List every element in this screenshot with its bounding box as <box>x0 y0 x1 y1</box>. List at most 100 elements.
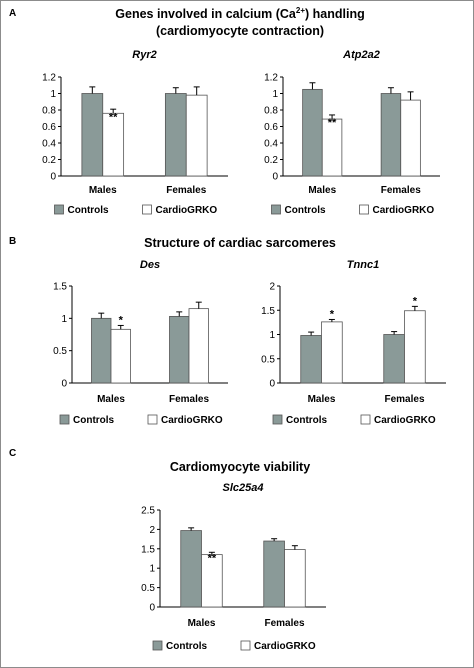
y-tick-label: 1.5 <box>53 282 67 293</box>
category-label: Males <box>97 394 125 405</box>
legend-label-cardiogrko: CardioGRKO <box>161 415 223 426</box>
category-label: Females <box>381 185 421 196</box>
y-tick-label: 1.5 <box>261 306 275 317</box>
y-tick-label: 0.6 <box>264 122 278 133</box>
legend-swatch-controls <box>271 204 281 215</box>
panel-letter-a: A <box>9 8 16 19</box>
legend-swatch-controls <box>272 414 283 425</box>
chart-title: Slc25a4 <box>223 482 264 494</box>
legend-swatch-cardiogrko <box>142 204 152 215</box>
chart-title: Des <box>140 259 160 271</box>
bar-controls-males <box>180 530 202 608</box>
bar-controls-males <box>81 93 104 177</box>
significance-marker: ** <box>109 111 118 123</box>
category-label: Females <box>169 394 209 405</box>
legend-label-cardiogrko: CardioGRKO <box>254 641 316 652</box>
chart-des: Des 0 0.5 1 1.5 * Males Females Controls CardioGR… <box>53 259 228 426</box>
y-tick-label: 0 <box>269 379 275 390</box>
bar-cardiogrko-females <box>185 94 208 177</box>
y-tick-label: 0.2 <box>264 155 278 166</box>
category-label: Males <box>308 394 336 405</box>
category-label: Females <box>264 618 304 629</box>
section-a-title-line2: (cardiomyocyte contraction) <box>156 24 324 38</box>
y-tick-label: 1.5 <box>141 544 155 555</box>
panel-letter-b: B <box>9 236 16 247</box>
bar-controls-males <box>302 88 323 177</box>
y-tick-label: 0.5 <box>141 583 155 594</box>
category-label: Males <box>188 618 216 629</box>
y-tick-label: 1 <box>149 564 155 575</box>
bar-controls-females <box>169 315 190 384</box>
bar-cardiogrko-females <box>284 549 306 608</box>
y-tick-label: 0 <box>149 603 155 614</box>
y-tick-label: 1.2 <box>264 73 278 84</box>
chart-ryr2: Ryr2 0 0.2 0.4 0.6 0.8 1 1.2 ** Males Females Contr… <box>42 49 228 216</box>
y-tick-label: 0.5 <box>261 354 275 365</box>
y-tick-label: 0 <box>61 379 67 390</box>
legend-label-cardiogrko: CardioGRKO <box>373 205 435 216</box>
y-tick-label: 0.2 <box>42 155 56 166</box>
y-tick-label: 0.8 <box>42 106 56 117</box>
bar-controls-females <box>263 540 285 608</box>
bar-controls-males <box>91 317 112 384</box>
legend-label-controls: Controls <box>73 415 115 426</box>
legend-swatch-controls <box>59 414 70 425</box>
y-tick-label: 2.5 <box>141 506 155 517</box>
category-label: Males <box>89 185 117 196</box>
significance-marker: ** <box>208 553 217 565</box>
y-tick-label: 0.5 <box>53 346 67 357</box>
legend-swatch-cardiogrko <box>147 414 158 425</box>
bar-cardiogrko-females <box>404 310 426 384</box>
panel-letter-c: C <box>9 448 16 459</box>
chart-title: Ryr2 <box>132 49 156 61</box>
significance-marker: ** <box>328 117 337 129</box>
chart-tnnc1: Tnnc1 0 0.5 1 1.5 2 * Males * Females Controls Card… <box>261 259 446 426</box>
legend-swatch-cardiogrko <box>240 640 251 651</box>
chart-title: Tnnc1 <box>347 259 379 271</box>
legend-label-controls: Controls <box>286 415 328 426</box>
legend-swatch-cardiogrko <box>360 414 371 425</box>
y-tick-label: 1 <box>50 89 56 100</box>
bar-cardiogrko-males <box>110 328 131 384</box>
y-tick-label: 2 <box>149 525 155 536</box>
bar-controls-females <box>164 93 187 177</box>
y-tick-label: 1 <box>269 330 275 341</box>
y-tick-label: 2 <box>269 282 275 293</box>
legend-label-controls: Controls <box>68 205 110 216</box>
significance-marker: * <box>119 314 124 326</box>
section-b-title: Structure of cardiac sarcomeres <box>144 236 336 250</box>
significance-marker: * <box>413 295 418 307</box>
category-label: Females <box>384 394 424 405</box>
y-tick-label: 0 <box>50 172 56 183</box>
bar-cardiogrko-females <box>188 308 209 384</box>
y-tick-label: 0.8 <box>264 106 278 117</box>
bar-cardiogrko-females <box>400 99 421 177</box>
chart-slc25a4: Slc25a4 0 0.5 1 1.5 2 2.5 ** Males Females Control… <box>141 482 326 652</box>
legend-label-controls: Controls <box>285 205 327 216</box>
y-tick-label: 1 <box>61 314 67 325</box>
bar-controls-females <box>380 93 402 177</box>
legend-swatch-controls <box>54 204 64 215</box>
y-tick-label: 0.6 <box>42 122 56 133</box>
category-label: Males <box>308 185 336 196</box>
y-tick-label: 1.2 <box>42 73 56 84</box>
section-c-title: Cardiomyocyte viability <box>170 460 310 474</box>
chart-title: Atp2a2 <box>342 49 380 61</box>
legend-swatch-controls <box>152 640 163 651</box>
legend-label-cardiogrko: CardioGRKO <box>156 205 218 216</box>
category-label: Females <box>166 185 206 196</box>
y-tick-label: 1 <box>272 89 278 100</box>
bar-controls-females <box>383 334 405 384</box>
section-a-title-line1: Genes involved in calcium (Ca2+) handlin… <box>115 6 364 21</box>
chart-atp2a2: Atp2a2 0 0.2 0.4 0.6 0.8 1 1.2 ** Males Females Con… <box>264 49 440 216</box>
legend-swatch-cardiogrko <box>359 204 369 215</box>
y-tick-label: 0.4 <box>42 139 56 150</box>
y-tick-label: 0.4 <box>264 139 278 150</box>
significance-marker: * <box>330 308 335 320</box>
y-tick-label: 0 <box>272 172 278 183</box>
bar-controls-males <box>300 335 322 384</box>
legend-label-controls: Controls <box>166 641 208 652</box>
legend-label-cardiogrko: CardioGRKO <box>374 415 436 426</box>
bar-cardiogrko-males <box>321 321 343 384</box>
